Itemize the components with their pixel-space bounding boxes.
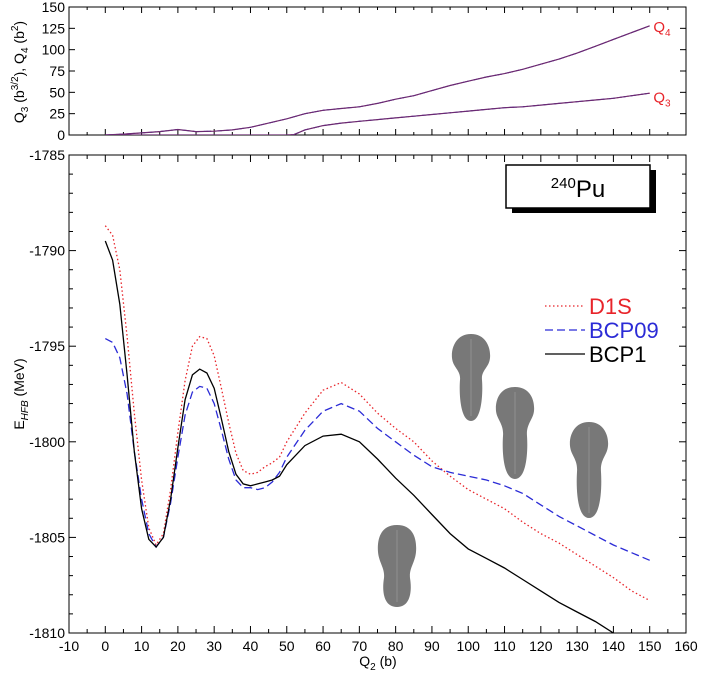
nucleus-title-box: 240Pu [505, 164, 656, 213]
x-tick-label: 120 [529, 638, 553, 654]
y-tick-label: -1785 [29, 147, 65, 163]
top-ticks: 0 25 50 75 100 125 150 [42, 0, 687, 143]
x-tick-label: 40 [243, 638, 259, 654]
top-series-q4-d1s [105, 25, 650, 135]
top-y-axis-label: Q3 (b3/2), Q4 (b2) [10, 21, 31, 123]
x-axis-label: Q2 (b) [359, 653, 396, 673]
top-annotation-q3: Q3 [653, 90, 671, 110]
legend-label-bcp09: BCP09 [589, 318, 659, 343]
nucleus-title: 240Pu [551, 175, 605, 203]
series-bcp1-line [104, 240, 614, 633]
x-tick-label: 150 [638, 638, 662, 654]
top-series-q3-bcp09 [105, 92, 650, 135]
top-y-tick-label: 125 [42, 20, 66, 36]
top-series [105, 25, 650, 135]
series-d1s-line [104, 225, 651, 602]
x-tick-label: 160 [674, 638, 698, 654]
x-tick-label: 110 [493, 638, 516, 654]
x-tick-label: 10 [134, 638, 150, 654]
x-tick-label: 20 [170, 638, 186, 654]
top-y-tick-label: 50 [49, 84, 65, 100]
bottom-y-axis-label: EHFB (MeV) [11, 358, 31, 429]
legend-label-bcp1: BCP1 [589, 342, 646, 367]
x-tick-label: 50 [279, 638, 295, 654]
top-y-tick-label: 100 [42, 42, 66, 58]
x-tick-label: 70 [352, 638, 368, 654]
x-tick-label: 60 [315, 638, 331, 654]
legend-label-d1s: D1S [589, 294, 632, 319]
y-tick-label: -1810 [29, 625, 65, 641]
top-y-tick-label: 25 [49, 106, 65, 122]
top-annotations: Q4 Q3 [653, 19, 671, 110]
series-bcp09-line [104, 338, 650, 561]
top-y-tick-label: 0 [57, 127, 65, 143]
x-tick-label: 30 [206, 638, 222, 654]
top-y-tick-label: 150 [42, 0, 66, 15]
top-plot-frame [68, 6, 687, 136]
top-series-q3-d1s [105, 92, 650, 135]
top-annotation-q4: Q4 [653, 19, 671, 39]
y-tick-label: -1790 [29, 243, 65, 259]
y-tick-label: -1795 [29, 338, 65, 354]
x-tick-label: 90 [424, 638, 440, 654]
bottom-series [104, 225, 651, 633]
shape-illustrations [377, 334, 609, 607]
y-tick-label: -1805 [29, 529, 65, 545]
x-tick-label: -10 [59, 638, 79, 654]
top-series-q4-bcp09 [105, 25, 650, 135]
x-tick-label: 130 [565, 638, 589, 654]
bottom-plot-frame [68, 154, 687, 634]
x-tick-label: 140 [602, 638, 626, 654]
bottom-ticks: -10 0 10 20 30 40 50 60 70 80 90 100 110 120 130 140 150… [29, 147, 698, 654]
x-tick-label: 80 [388, 638, 404, 654]
top-y-tick-label: 75 [49, 63, 65, 79]
y-tick-label: -1800 [29, 434, 65, 450]
x-tick-label: 100 [457, 638, 481, 654]
x-tick-label: 0 [101, 638, 109, 654]
top-series-q3 [105, 92, 650, 135]
top-series-q4 [105, 25, 650, 135]
